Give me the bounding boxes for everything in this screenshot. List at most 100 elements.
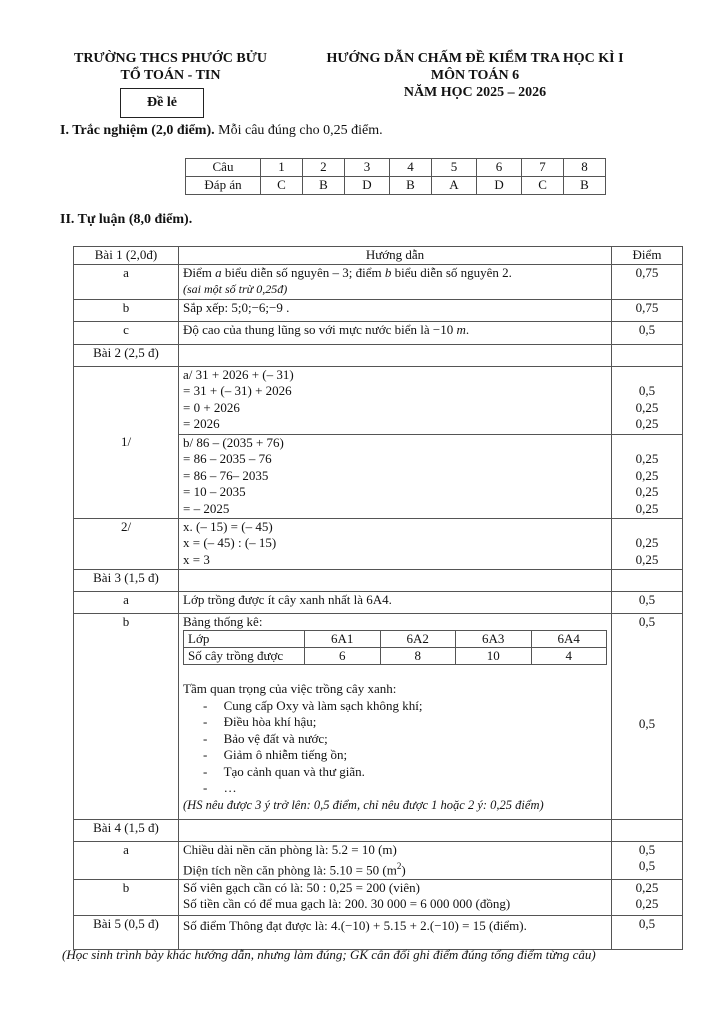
score-cell: 0,5 0,5 bbox=[611, 840, 683, 880]
table-row: a Lớp trồng được ít cây xanh nhất là 6A4… bbox=[73, 590, 683, 614]
empty-cell bbox=[178, 818, 612, 842]
guide-cell: x. (– 15) = (– 45) x = (– 45) : (– 15) x… bbox=[178, 517, 612, 570]
step: a/ 31 + 2026 + (– 31) bbox=[183, 366, 294, 382]
guide-cell: Độ cao của thung lũng so với mực nước bi… bbox=[178, 320, 612, 345]
item-label: b bbox=[73, 612, 179, 820]
answer: B bbox=[563, 176, 606, 195]
col-header: Hướng dẫn bbox=[178, 246, 612, 265]
text: Cung cấp Oxy và làm sạch không khí; bbox=[223, 697, 423, 713]
answer: D bbox=[343, 176, 390, 195]
table-row: b Bảng thống kê: Lớp 6A1 6A2 6A3 6A4 Số … bbox=[73, 612, 683, 820]
document-title-block: HƯỚNG DẪN CHẤM ĐỀ KIỂM TRA HỌC KÌ I MÔN … bbox=[290, 50, 660, 101]
department-name: TỔ TOÁN - TIN bbox=[120, 68, 221, 83]
table-row: b/ 86 – (2035 + 76) = 86 – 2035 – 76 = 8… bbox=[74, 433, 683, 519]
question-number: 5 bbox=[430, 158, 477, 177]
guide-cell: Số viên gạch cần có là: 50 : 0,25 = 200 … bbox=[178, 878, 612, 916]
table-row: Bài 2 (2,5 đ) bbox=[73, 343, 683, 367]
bullet: - Điều hòa khí hậu; bbox=[203, 714, 317, 729]
subject: MÔN TOÁN 6 bbox=[430, 68, 520, 83]
table-row: Bài 4 (1,5 đ) bbox=[73, 818, 683, 842]
stats-cell: Số cây trồng được bbox=[183, 647, 305, 665]
text: biểu diễn số nguyên – 3; điểm bbox=[221, 264, 385, 280]
stats-cell: 6 bbox=[304, 647, 381, 665]
note: (HS nêu được 3 ý trở lên: 0,5 điểm, chỉ … bbox=[183, 797, 544, 812]
table-row: Bài 5 (0,5 đ) Số điểm Thông đạt được là:… bbox=[73, 914, 683, 950]
score bbox=[616, 519, 678, 536]
step: x. (– 15) = (– 45) bbox=[183, 518, 273, 534]
stats-cell: 6A2 bbox=[379, 630, 456, 648]
guide-cell: Chiều dài nền căn phòng là: 5.2 = 10 (m)… bbox=[178, 840, 612, 880]
stats-cell: Lớp bbox=[183, 630, 305, 648]
text: Độ cao của thung lũng so với mực nước bi… bbox=[183, 321, 457, 337]
answer: A bbox=[430, 176, 477, 195]
guide-cell: Điểm a biểu diễn số nguyên – 3; điểm b b… bbox=[178, 263, 612, 300]
document-title: HƯỚNG DẪN CHẤM ĐỀ KIỂM TRA HỌC KÌ I bbox=[326, 51, 624, 66]
text: Giảm ô nhiễm tiếng ồn; bbox=[223, 747, 348, 762]
score-cell: 0,25 0,25 bbox=[611, 517, 683, 570]
stats-cell: 8 bbox=[379, 647, 456, 665]
table-header-row: Bài 1 (2,0đ) Hướng dẫn Điểm bbox=[73, 246, 683, 265]
score: 0,25 bbox=[635, 484, 659, 499]
stats-cell: 6A1 bbox=[304, 630, 381, 648]
score: 0,75 bbox=[611, 263, 683, 300]
statistics-table: Lớp 6A1 6A2 6A3 6A4 Số cây trồng được 6 … bbox=[183, 630, 607, 665]
multiple-choice-table: Câu 1 2 3 4 5 6 7 8 Đáp án C B D B A D C… bbox=[185, 158, 606, 195]
table-row: 2/ x. (– 15) = (– 45) x = (– 45) : (– 15… bbox=[73, 517, 683, 570]
step: = – 2025 bbox=[183, 500, 230, 516]
score: 0,5 bbox=[611, 914, 683, 950]
step: = 86 – 76– 2035 bbox=[183, 467, 269, 483]
empty-cell bbox=[611, 343, 683, 367]
score: 0,75 bbox=[611, 298, 683, 322]
table-row: Bài 3 (1,5 đ) bbox=[73, 568, 683, 592]
question-number: 3 bbox=[343, 158, 390, 177]
school-name: TRƯỜNG THCS PHƯỚC BỬU bbox=[73, 51, 268, 66]
item-label: c bbox=[73, 320, 179, 345]
exercise-label: Bài 2 (2,5 đ) bbox=[73, 343, 179, 367]
bullet: - Bảo vệ đất và nước; bbox=[203, 730, 328, 746]
table-row: b Số viên gạch cần có là: 50 : 0,25 = 20… bbox=[73, 878, 683, 916]
essay-grading-table: Bài 1 (2,0đ) Hướng dẫn Điểm a Điểm a biể… bbox=[73, 246, 683, 950]
superscript: 2 bbox=[396, 861, 402, 871]
answer: C bbox=[521, 176, 564, 195]
question-number: 8 bbox=[563, 158, 606, 177]
score: 0,25 bbox=[635, 500, 659, 516]
school-header: TRƯỜNG THCS PHƯỚC BỬU TỔ TOÁN - TIN bbox=[58, 50, 283, 84]
school-year: NĂM HỌC 2025 – 2026 bbox=[403, 85, 547, 100]
row-label: Câu bbox=[185, 158, 261, 177]
text: Điểm bbox=[183, 264, 216, 280]
score-cell: 0,5 0,5 bbox=[611, 612, 683, 820]
score: 0,5 bbox=[611, 320, 683, 345]
step: = 2026 bbox=[183, 416, 220, 431]
score-cell: 0,25 0,25 0,25 0,25 bbox=[611, 433, 683, 519]
score: 0,5 bbox=[638, 715, 656, 731]
score: 0,25 bbox=[635, 879, 659, 895]
text: Bảo vệ đất và nước; bbox=[223, 730, 328, 746]
question-number: 6 bbox=[475, 158, 523, 177]
footer-note: (Học sinh trình bày khác hướng dẫn, nhưn… bbox=[62, 947, 596, 962]
score: 0,5 bbox=[611, 590, 683, 614]
text: m bbox=[456, 321, 466, 337]
table-row: a Điểm a biểu diễn số nguyên – 3; điểm b… bbox=[73, 263, 683, 300]
col-header: Điểm bbox=[611, 246, 683, 265]
step: = 86 – 2035 – 76 bbox=[183, 451, 272, 466]
answer-row: Đáp án C B D B A D C B bbox=[185, 176, 606, 195]
question-number: 2 bbox=[301, 158, 345, 177]
step: = 31 + (– 31) + 2026 bbox=[183, 383, 292, 398]
stats-cell: 4 bbox=[530, 647, 607, 665]
item-label: a bbox=[73, 263, 179, 300]
text: Bảng thống kê: bbox=[183, 613, 263, 629]
row-label: Đáp án bbox=[185, 176, 261, 195]
guide-cell: Lớp trồng được ít cây xanh nhất là 6A4. bbox=[178, 590, 612, 614]
part1-heading: I. Trắc nghiệm (2,0 điểm). bbox=[60, 123, 215, 138]
text: . bbox=[465, 321, 470, 337]
score bbox=[616, 367, 678, 384]
step: x = 3 bbox=[183, 551, 210, 567]
score: 0,5 bbox=[638, 613, 656, 629]
exercise-label: Bài 4 (1,5 đ) bbox=[73, 818, 179, 842]
text: Điều hòa khí hậu; bbox=[223, 714, 317, 729]
step: x = (– 45) : (– 15) bbox=[183, 535, 277, 550]
stats-cell: 10 bbox=[455, 647, 532, 665]
score: 0,5 bbox=[638, 383, 656, 398]
guide-cell: a/ 31 + 2026 + (– 31) = 31 + (– 31) + 20… bbox=[178, 365, 612, 435]
step: = 10 – 2035 bbox=[183, 484, 246, 499]
